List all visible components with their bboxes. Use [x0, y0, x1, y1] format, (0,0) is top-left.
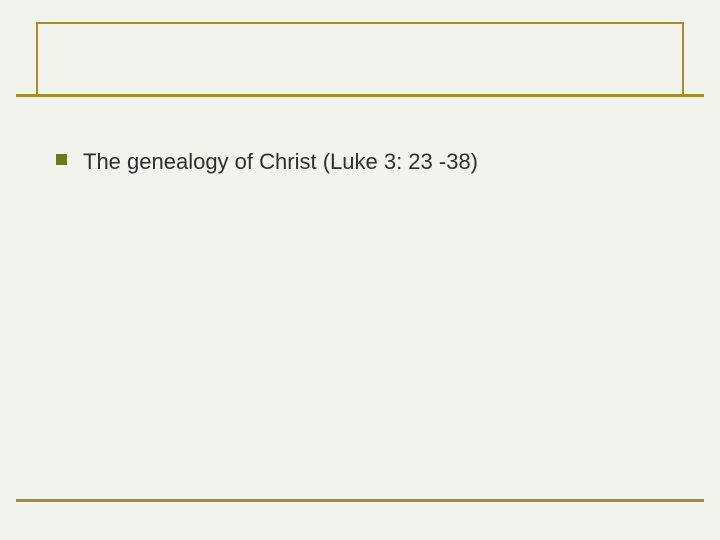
square-bullet-icon	[56, 154, 67, 165]
bullet-text: The genealogy of Christ (Luke 3: 23 -38)	[83, 148, 478, 176]
header-underline	[16, 94, 704, 97]
footer-line	[16, 499, 704, 502]
slide: The genealogy of Christ (Luke 3: 23 -38)	[0, 0, 720, 540]
content-area: The genealogy of Christ (Luke 3: 23 -38)	[56, 148, 664, 176]
header-frame	[36, 22, 684, 94]
list-item: The genealogy of Christ (Luke 3: 23 -38)	[56, 148, 664, 176]
